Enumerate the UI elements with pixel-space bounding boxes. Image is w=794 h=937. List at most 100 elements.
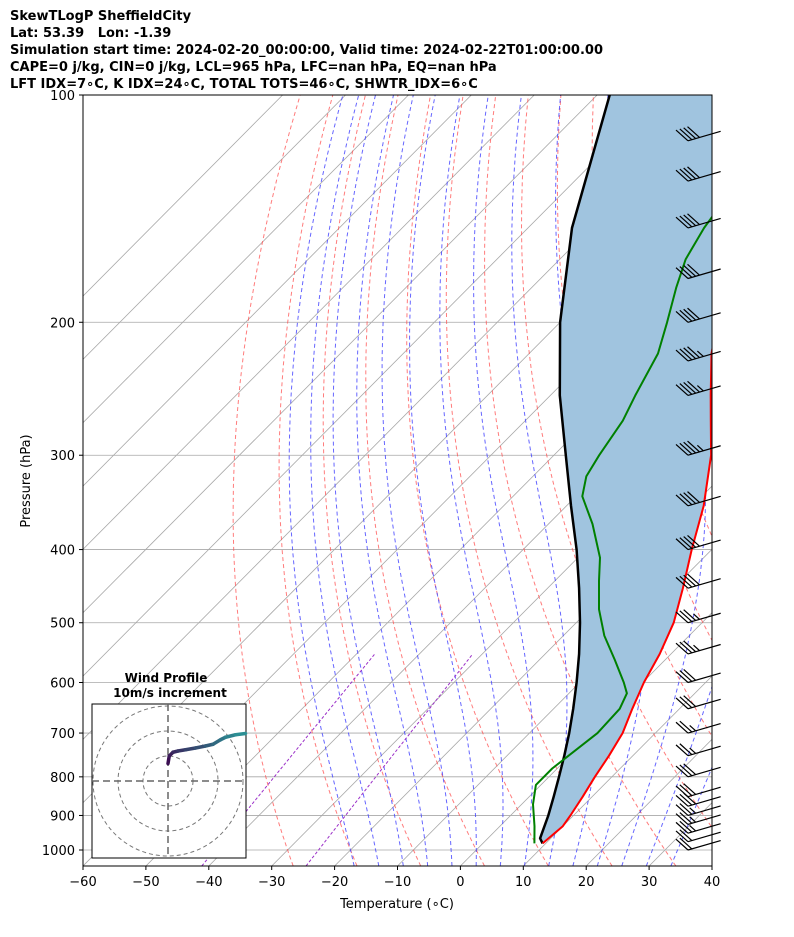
barb-flag bbox=[679, 793, 693, 806]
barb-staff bbox=[687, 578, 721, 589]
barb-flag bbox=[683, 214, 697, 227]
barb-flag bbox=[683, 783, 697, 795]
barb-flag bbox=[675, 576, 689, 589]
barb-flag bbox=[675, 838, 689, 851]
x-tick-label: 0 bbox=[456, 875, 464, 890]
barb-flag bbox=[675, 821, 689, 834]
barb-staff bbox=[687, 766, 721, 778]
barb-staff bbox=[687, 805, 721, 817]
barb-flag bbox=[675, 538, 689, 551]
dry-adiabat bbox=[445, 95, 613, 866]
barb-flag bbox=[679, 266, 693, 278]
dry-adiabat bbox=[756, 95, 794, 866]
barb-staff bbox=[687, 217, 721, 229]
barb-flag bbox=[679, 215, 693, 228]
x-tick-label: −40 bbox=[195, 875, 222, 890]
barb-flag bbox=[683, 640, 697, 653]
wind-barb bbox=[675, 837, 721, 851]
moist-adiabat bbox=[310, 95, 380, 866]
barb-staff bbox=[687, 672, 721, 684]
wind-barb bbox=[675, 743, 721, 757]
x-tick-label: −30 bbox=[258, 875, 285, 890]
wind-barb bbox=[675, 763, 721, 778]
barb-flag bbox=[689, 807, 697, 814]
barb-flag bbox=[689, 747, 697, 754]
isotherm bbox=[83, 95, 346, 360]
barb-staff bbox=[687, 445, 721, 456]
y-tick-label: 400 bbox=[50, 544, 75, 559]
barb-flag bbox=[683, 167, 697, 180]
barb-flag bbox=[687, 440, 700, 453]
isotherm bbox=[334, 485, 712, 866]
barb-staff bbox=[687, 643, 721, 655]
barb-flag bbox=[675, 813, 689, 825]
barb-flag bbox=[679, 168, 693, 181]
barb-flag bbox=[683, 381, 697, 394]
barb-flag bbox=[687, 346, 700, 358]
isotherm bbox=[83, 95, 661, 677]
dry-adiabat bbox=[789, 95, 794, 866]
wind-barb bbox=[675, 307, 721, 323]
wind-barb bbox=[675, 695, 721, 710]
barb-flag bbox=[679, 641, 693, 654]
hodograph-title: Wind Profile bbox=[125, 671, 208, 685]
wind-barb bbox=[675, 609, 721, 624]
barb-flag bbox=[675, 794, 689, 807]
barb-flag bbox=[683, 536, 697, 548]
barb-flag bbox=[675, 611, 689, 624]
x-tick-label: 10 bbox=[515, 875, 532, 890]
y-axis-label: Pressure (hPa) bbox=[19, 434, 34, 527]
dry-adiabat bbox=[232, 95, 301, 866]
barb-flag bbox=[675, 830, 689, 843]
wind-barb bbox=[675, 440, 721, 456]
barb-flag bbox=[679, 720, 693, 733]
dry-adiabat bbox=[278, 95, 358, 866]
wind-barb bbox=[675, 803, 721, 817]
barb-flag bbox=[675, 129, 689, 142]
barb-flag bbox=[679, 383, 693, 395]
hodograph-subtitle: 10m/s increment bbox=[113, 686, 227, 700]
barb-flag bbox=[683, 347, 697, 360]
isotherm bbox=[83, 95, 535, 550]
barb-flag bbox=[675, 169, 689, 182]
barb-flag bbox=[679, 812, 693, 824]
cin-shading bbox=[540, 95, 712, 844]
moist-adiabat bbox=[473, 95, 534, 866]
barb-flag bbox=[696, 444, 704, 452]
barb-staff bbox=[687, 823, 721, 834]
barb-flag bbox=[693, 613, 700, 620]
barb-flag bbox=[683, 763, 697, 776]
barb-flag bbox=[675, 671, 689, 683]
barb-flag bbox=[679, 610, 693, 623]
x-tick-label: −10 bbox=[384, 875, 411, 890]
moist-adiabat bbox=[439, 95, 504, 866]
barb-flag bbox=[679, 784, 693, 797]
wind-barb bbox=[675, 126, 721, 142]
wind-barb bbox=[675, 166, 721, 182]
isotherm bbox=[271, 422, 712, 866]
barb-staff bbox=[687, 268, 721, 280]
moist-adiabat bbox=[670, 766, 712, 866]
parcel-profile-line bbox=[538, 95, 611, 844]
wind-barb bbox=[675, 573, 721, 589]
wind-barb bbox=[675, 380, 721, 397]
barb-flag bbox=[679, 829, 693, 842]
wind-barb bbox=[675, 534, 721, 551]
dry-adiabat bbox=[322, 95, 422, 866]
barb-staff bbox=[687, 612, 721, 624]
chart-title-latlon: Lat: 53.39 Lon: -1.39 bbox=[10, 26, 172, 41]
barb-flag bbox=[696, 350, 704, 357]
barb-flag bbox=[683, 127, 697, 140]
moist-adiabat bbox=[511, 95, 568, 866]
barb-flag bbox=[689, 724, 697, 732]
wind-barb bbox=[675, 640, 721, 655]
dewpoint-line bbox=[532, 215, 712, 844]
barb-staff bbox=[687, 722, 721, 734]
y-tick-label: 100 bbox=[50, 89, 75, 104]
barb-flag bbox=[675, 697, 689, 710]
barb-flag bbox=[689, 825, 697, 832]
barb-flag bbox=[687, 573, 700, 586]
isotherm bbox=[397, 548, 712, 866]
y-tick-label: 600 bbox=[50, 677, 75, 692]
wind-barb bbox=[675, 720, 721, 734]
